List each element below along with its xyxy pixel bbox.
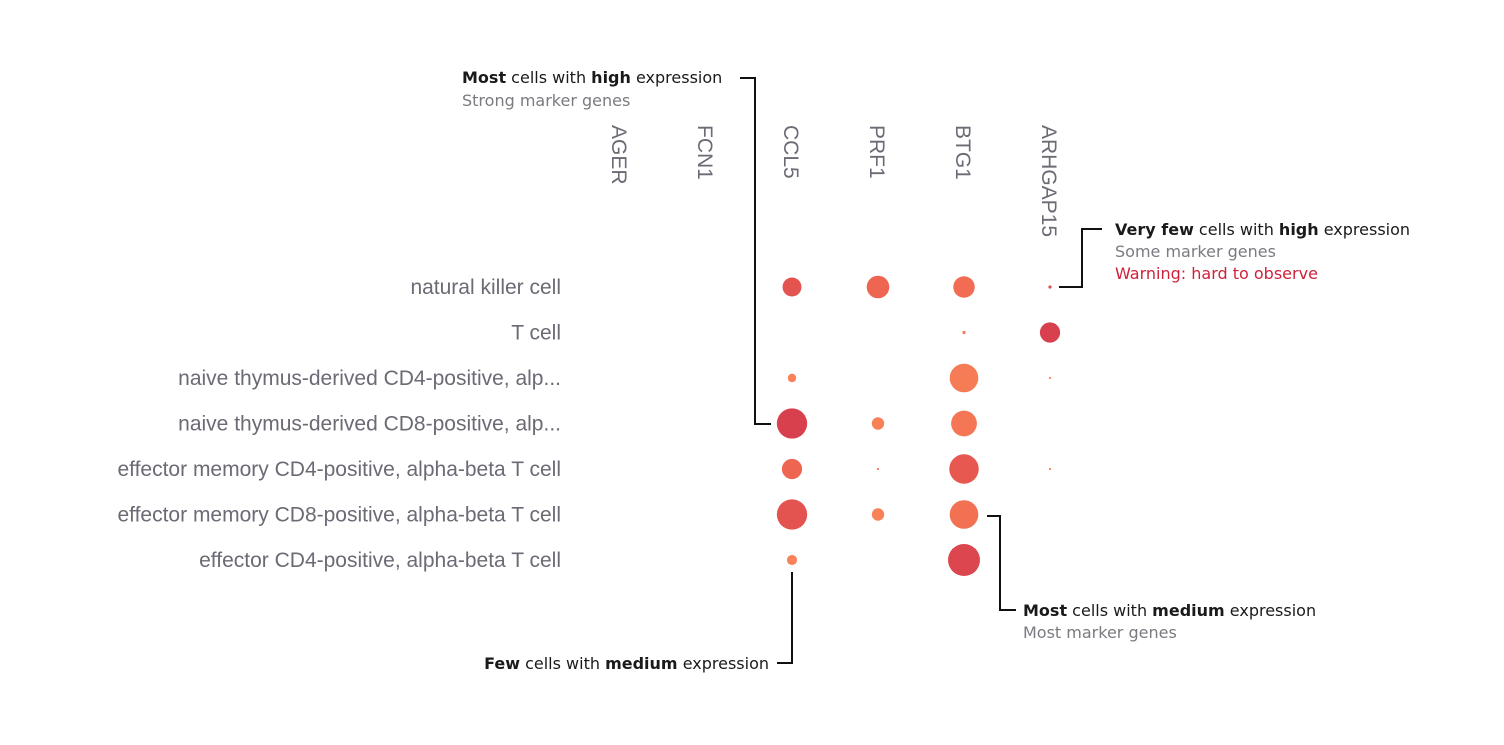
annotation-most-medium-subtitle: Most marker genes xyxy=(1023,623,1177,642)
annotation-very-few-warning: Warning: hard to observe xyxy=(1115,264,1318,283)
annotation-strong-leader-line xyxy=(740,77,771,425)
annotation-very-few-subtitle: Some marker genes xyxy=(1115,242,1276,261)
gene-label-prf1: PRF1 xyxy=(865,125,888,179)
dot-ccl5-row-3 xyxy=(787,373,797,383)
dot-arhgap15-row-5 xyxy=(1048,467,1052,471)
dot-ccl5-row-6 xyxy=(776,499,808,530)
gene-labels: AGER FCN1 CCL5 PRF1 BTG1 ARHGAP15 xyxy=(607,125,1060,237)
dot-arhgap15-row-1 xyxy=(1048,285,1052,289)
cell-type-label-3: naive thymus-derived CD4-positive, alp..… xyxy=(178,367,561,390)
dot-btg1-row-5 xyxy=(949,454,979,484)
cell-type-label-5: effector memory CD4-positive, alpha-beta… xyxy=(117,458,561,481)
gene-label-ccl5: CCL5 xyxy=(779,125,802,179)
annotation-strong-marker: Most cells with high expression Strong m… xyxy=(462,68,771,425)
gene-label-arhgap15: ARHGAP15 xyxy=(1037,125,1060,237)
annotation-very-few-leader-line xyxy=(1059,228,1102,288)
annotation-most-medium-title: Most cells with medium expression xyxy=(1023,601,1316,620)
dot-btg1-row-2 xyxy=(962,330,966,335)
annotation-strong-title: Most cells with high expression xyxy=(462,68,722,87)
dot-btg1-row-6 xyxy=(949,500,979,529)
dot-prf1-row-6 xyxy=(871,508,885,521)
dot-ccl5-row-5 xyxy=(781,458,803,480)
dot-btg1-row-7 xyxy=(948,544,980,576)
annotation-very-few: Very few cells with high expression Some… xyxy=(1059,220,1410,288)
annotation-most-medium: Most cells with medium expression Most m… xyxy=(987,515,1316,642)
annotation-few-medium-title: Few cells with medium expression xyxy=(484,654,769,673)
annotation-very-few-title: Very few cells with high expression xyxy=(1115,220,1410,239)
cell-type-label-7: effector CD4-positive, alpha-beta T cell xyxy=(199,549,561,572)
dot-btg1-row-1 xyxy=(953,276,975,298)
gene-label-btg1: BTG1 xyxy=(951,125,974,180)
dot-btg1-row-4 xyxy=(951,410,977,437)
dot-marks xyxy=(776,275,1061,576)
dot-arhgap15-row-3 xyxy=(1048,376,1052,380)
annotation-few-medium: Few cells with medium expression xyxy=(484,572,793,673)
cell-type-label-4: naive thymus-derived CD8-positive, alp..… xyxy=(178,413,561,436)
cell-type-label-2: T cell xyxy=(511,322,561,345)
dot-prf1-row-1 xyxy=(866,275,890,299)
dot-prf1-row-4 xyxy=(871,417,885,430)
cell-type-label-1: natural killer cell xyxy=(410,276,561,299)
dot-btg1-row-3 xyxy=(949,363,979,393)
dot-ccl5-row-4 xyxy=(776,408,808,439)
annotation-few-medium-leader-line xyxy=(777,572,793,664)
dot-ccl5-row-1 xyxy=(782,277,802,297)
dot-ccl5-row-7 xyxy=(786,554,798,566)
gene-label-fcn1: FCN1 xyxy=(693,125,716,180)
annotation-most-medium-leader-line xyxy=(987,515,1016,611)
gene-label-ager: AGER xyxy=(607,125,630,185)
annotation-strong-subtitle: Strong marker genes xyxy=(462,91,630,110)
dot-arhgap15-row-2 xyxy=(1039,322,1061,343)
dot-prf1-row-5 xyxy=(876,467,880,471)
cell-type-labels: natural killer cell T cell naive thymus-de… xyxy=(117,276,561,572)
cell-type-label-6: effector memory CD8-positive, alpha-beta… xyxy=(117,504,561,527)
